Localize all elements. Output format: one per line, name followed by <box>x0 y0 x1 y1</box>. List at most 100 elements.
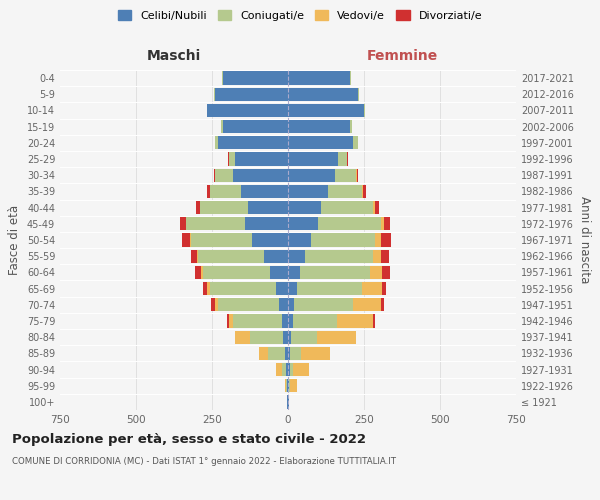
Bar <box>215 298 218 312</box>
Bar <box>288 104 364 117</box>
Bar <box>235 152 288 166</box>
Bar <box>223 72 288 85</box>
Bar <box>215 88 288 101</box>
Bar <box>294 298 353 312</box>
Bar <box>288 379 289 392</box>
Bar <box>358 88 359 101</box>
Bar <box>373 314 374 328</box>
Bar <box>233 314 282 328</box>
Bar <box>283 330 288 344</box>
Bar <box>311 234 374 246</box>
Bar <box>211 282 276 295</box>
Bar <box>300 266 370 279</box>
Bar <box>276 282 288 295</box>
Bar <box>203 266 270 279</box>
Bar <box>373 201 374 214</box>
Bar <box>229 152 235 166</box>
Bar <box>362 282 382 295</box>
Bar <box>288 120 350 134</box>
Bar <box>215 168 233 182</box>
Bar <box>287 396 288 408</box>
Y-axis label: Fasce di età: Fasce di età <box>8 205 21 275</box>
Bar <box>291 330 317 344</box>
Bar <box>288 363 290 376</box>
Bar <box>263 250 288 263</box>
Bar <box>268 346 285 360</box>
Bar <box>286 379 287 392</box>
Bar <box>337 314 373 328</box>
Bar <box>251 234 288 246</box>
Bar <box>364 185 367 198</box>
Bar <box>211 298 215 312</box>
Bar <box>382 266 390 279</box>
Bar <box>218 136 288 149</box>
Bar <box>228 152 229 166</box>
Bar <box>288 250 305 263</box>
Bar <box>194 266 202 279</box>
Bar <box>290 379 298 392</box>
Bar <box>288 266 300 279</box>
Bar <box>218 298 279 312</box>
Bar <box>335 168 356 182</box>
Bar <box>381 298 384 312</box>
Bar <box>288 136 353 149</box>
Bar <box>233 168 288 182</box>
Bar <box>287 379 288 392</box>
Bar <box>384 217 391 230</box>
Bar <box>270 266 288 279</box>
Bar <box>381 217 384 230</box>
Bar <box>215 136 218 149</box>
Bar <box>288 168 335 182</box>
Bar <box>288 185 328 198</box>
Bar <box>362 185 364 198</box>
Text: Popolazione per età, sesso e stato civile - 2022: Popolazione per età, sesso e stato civil… <box>12 432 366 446</box>
Bar <box>285 346 288 360</box>
Bar <box>370 266 382 279</box>
Y-axis label: Anni di nascita: Anni di nascita <box>578 196 590 284</box>
Bar <box>288 234 311 246</box>
Bar <box>288 330 291 344</box>
Bar <box>382 282 386 295</box>
Bar <box>250 330 283 344</box>
Bar <box>208 185 211 198</box>
Bar <box>182 234 190 246</box>
Bar <box>197 250 199 263</box>
Bar <box>305 250 373 263</box>
Bar <box>288 201 322 214</box>
Bar <box>214 88 215 101</box>
Bar <box>288 314 293 328</box>
Bar <box>190 234 191 246</box>
Bar <box>227 314 229 328</box>
Bar <box>288 282 297 295</box>
Bar <box>353 136 358 149</box>
Bar <box>202 266 203 279</box>
Bar <box>196 201 200 214</box>
Bar <box>286 363 288 376</box>
Bar <box>289 379 290 392</box>
Bar <box>282 363 286 376</box>
Bar <box>288 346 290 360</box>
Bar <box>364 104 365 117</box>
Bar <box>288 217 319 230</box>
Bar <box>223 120 288 134</box>
Bar <box>259 346 268 360</box>
Bar <box>203 282 207 295</box>
Bar <box>248 201 288 214</box>
Bar <box>293 314 337 328</box>
Bar <box>186 217 245 230</box>
Bar <box>381 234 391 246</box>
Bar <box>221 120 223 134</box>
Bar <box>290 363 293 376</box>
Bar <box>373 250 381 263</box>
Bar <box>301 346 330 360</box>
Bar <box>191 234 251 246</box>
Bar <box>319 217 381 230</box>
Bar <box>277 363 282 376</box>
Bar <box>290 346 301 360</box>
Bar <box>297 282 362 295</box>
Bar <box>211 185 241 198</box>
Bar <box>347 152 348 166</box>
Bar <box>229 314 233 328</box>
Bar <box>191 250 197 263</box>
Bar <box>288 152 338 166</box>
